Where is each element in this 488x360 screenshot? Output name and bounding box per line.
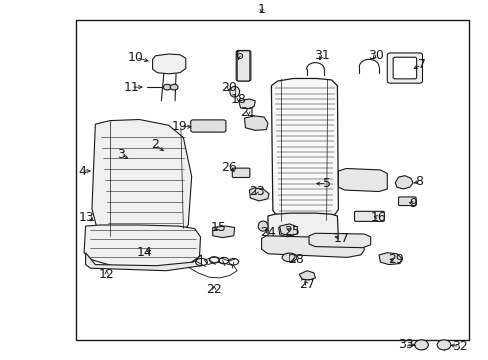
- Bar: [76, 20, 468, 340]
- Text: 12: 12: [99, 268, 114, 281]
- Text: 7: 7: [417, 58, 425, 71]
- Text: 26: 26: [221, 161, 236, 174]
- Text: 29: 29: [387, 253, 403, 266]
- Text: 8: 8: [415, 175, 423, 188]
- Ellipse shape: [258, 221, 267, 231]
- Polygon shape: [394, 176, 412, 189]
- Text: 24: 24: [260, 226, 275, 239]
- Text: 30: 30: [367, 49, 383, 62]
- Polygon shape: [338, 168, 386, 192]
- Ellipse shape: [414, 340, 427, 350]
- Text: 3: 3: [117, 148, 125, 161]
- Text: 18: 18: [230, 93, 246, 105]
- Ellipse shape: [170, 84, 178, 90]
- Text: 21: 21: [240, 106, 256, 119]
- Text: 31: 31: [313, 49, 329, 62]
- Polygon shape: [92, 120, 191, 239]
- Polygon shape: [261, 236, 364, 257]
- FancyBboxPatch shape: [236, 50, 250, 81]
- Polygon shape: [152, 54, 185, 74]
- FancyBboxPatch shape: [237, 51, 249, 81]
- Ellipse shape: [163, 84, 171, 90]
- Polygon shape: [85, 253, 201, 271]
- Text: 23: 23: [248, 185, 264, 198]
- Text: 32: 32: [451, 340, 467, 353]
- Text: 22: 22: [206, 283, 222, 296]
- Text: 11: 11: [123, 81, 139, 94]
- Text: 28: 28: [287, 253, 303, 266]
- Ellipse shape: [229, 86, 239, 97]
- Polygon shape: [279, 224, 297, 236]
- Polygon shape: [267, 213, 338, 249]
- Ellipse shape: [436, 340, 450, 350]
- Text: 17: 17: [333, 232, 348, 245]
- Polygon shape: [308, 233, 370, 248]
- FancyBboxPatch shape: [354, 211, 384, 221]
- Polygon shape: [271, 78, 338, 222]
- Text: 1: 1: [257, 3, 265, 15]
- Text: 20: 20: [221, 81, 236, 94]
- Polygon shape: [249, 188, 268, 201]
- FancyBboxPatch shape: [232, 168, 249, 177]
- Polygon shape: [299, 271, 315, 280]
- Text: 4: 4: [78, 165, 86, 177]
- Text: 19: 19: [172, 120, 187, 133]
- FancyBboxPatch shape: [190, 120, 225, 132]
- Text: 15: 15: [211, 221, 226, 234]
- Polygon shape: [84, 225, 200, 267]
- Text: 6: 6: [234, 49, 242, 62]
- Text: 13: 13: [79, 211, 95, 224]
- Text: 14: 14: [136, 246, 152, 259]
- Text: 33: 33: [397, 338, 413, 351]
- Text: 2: 2: [151, 138, 159, 151]
- FancyBboxPatch shape: [392, 57, 416, 79]
- FancyBboxPatch shape: [398, 197, 415, 206]
- Polygon shape: [244, 116, 267, 130]
- Text: 27: 27: [299, 278, 314, 291]
- Polygon shape: [378, 253, 401, 265]
- Text: 5: 5: [322, 177, 330, 190]
- FancyBboxPatch shape: [386, 53, 422, 83]
- Ellipse shape: [282, 253, 296, 262]
- Text: 9: 9: [408, 197, 416, 210]
- Text: 16: 16: [370, 211, 386, 224]
- Text: 10: 10: [128, 51, 143, 64]
- Text: 25: 25: [284, 225, 300, 238]
- Polygon shape: [278, 226, 294, 237]
- Polygon shape: [238, 99, 255, 109]
- Polygon shape: [212, 226, 234, 238]
